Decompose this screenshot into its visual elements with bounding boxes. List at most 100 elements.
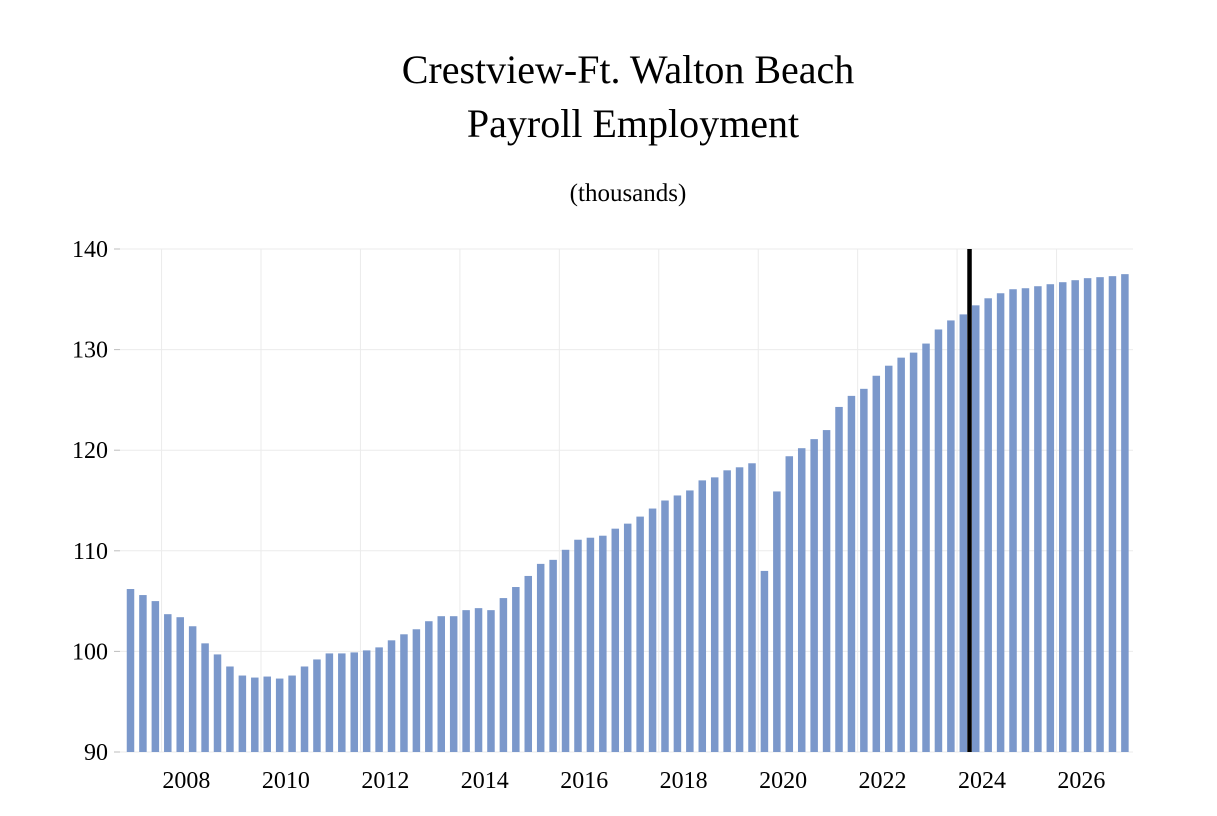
bar — [723, 470, 731, 752]
bar — [673, 495, 682, 752]
bar — [213, 654, 222, 752]
bar-series — [126, 274, 1129, 752]
bar — [847, 395, 856, 752]
bar — [984, 298, 992, 752]
bar — [1009, 289, 1017, 752]
bar — [1046, 284, 1055, 752]
bar — [897, 357, 905, 752]
x-tick-label: 2026 — [1057, 768, 1105, 794]
bar — [238, 675, 247, 752]
bar — [487, 610, 495, 752]
bar — [661, 500, 669, 752]
bar — [263, 676, 271, 752]
bar — [164, 614, 172, 752]
bar — [785, 456, 794, 752]
bar — [860, 388, 868, 752]
bar — [226, 666, 234, 752]
bar — [735, 467, 744, 752]
x-tick-label: 2018 — [660, 768, 708, 794]
bar — [126, 589, 135, 752]
bar — [599, 535, 607, 752]
bar — [350, 652, 358, 752]
bar — [922, 343, 930, 752]
bar — [176, 617, 184, 752]
x-tick-label: 2008 — [162, 768, 210, 794]
bar — [959, 314, 968, 752]
bar — [412, 629, 421, 752]
bar — [325, 653, 334, 752]
bar — [362, 650, 371, 752]
bar — [773, 491, 781, 752]
bar — [748, 463, 756, 752]
bar — [586, 537, 595, 752]
bar — [499, 598, 508, 752]
y-tick-label: 100 — [72, 639, 108, 665]
bar — [710, 477, 719, 752]
bar — [797, 448, 806, 752]
bar — [338, 653, 346, 752]
bar — [151, 601, 160, 752]
bar — [512, 587, 520, 752]
bar — [1071, 280, 1079, 752]
bar — [996, 293, 1005, 752]
bar — [686, 490, 694, 752]
x-tick-label: 2022 — [859, 768, 907, 794]
bar — [822, 430, 831, 752]
bar — [549, 559, 557, 752]
bar — [139, 595, 147, 752]
bar — [462, 610, 470, 752]
bar — [760, 570, 769, 752]
x-tick-label: 2024 — [958, 768, 1006, 794]
bar — [1034, 286, 1042, 752]
y-tick-label: 90 — [84, 740, 108, 766]
bar — [275, 678, 284, 752]
bar — [1083, 278, 1092, 752]
bar — [524, 575, 533, 752]
bar — [623, 523, 632, 752]
bar — [835, 406, 843, 752]
bar — [251, 677, 259, 752]
bar — [474, 608, 483, 752]
bar — [574, 539, 582, 752]
y-tick-label: 130 — [72, 338, 108, 364]
bar — [1096, 277, 1104, 752]
y-tick-label: 140 — [72, 237, 108, 263]
bar — [1021, 288, 1030, 752]
bar — [313, 659, 321, 752]
chart-title-line-1: Crestview-Ft. Walton Beach — [402, 47, 855, 92]
bar — [188, 626, 197, 752]
bar — [437, 616, 445, 752]
x-tick-label: 2020 — [759, 768, 807, 794]
bar — [536, 563, 545, 752]
x-tick-label: 2014 — [461, 768, 509, 794]
grid-lines — [120, 248, 1133, 753]
x-tick-label: 2012 — [361, 768, 409, 794]
bar — [810, 439, 818, 752]
bar — [909, 352, 918, 752]
bar — [201, 643, 209, 752]
bar — [648, 508, 657, 752]
bar — [449, 616, 458, 752]
y-axis: 90 100 110 120 130 140 — [72, 237, 120, 766]
bar — [934, 329, 943, 752]
bar — [1108, 276, 1117, 752]
bar — [1121, 274, 1129, 752]
y-tick-label: 110 — [73, 539, 108, 565]
x-tick-label: 2016 — [560, 768, 608, 794]
chart-title-line-2: Payroll Employment — [467, 101, 799, 146]
chart-subtitle: (thousands) — [570, 180, 687, 207]
x-tick-label: 2010 — [262, 768, 310, 794]
bar — [288, 675, 296, 752]
bar — [947, 320, 955, 752]
bar — [300, 666, 309, 752]
bar — [884, 365, 893, 752]
bar — [425, 621, 433, 752]
bar — [611, 528, 620, 752]
bar — [872, 375, 881, 752]
bar — [375, 647, 383, 752]
y-tick-label: 120 — [72, 438, 108, 464]
bar — [387, 640, 396, 752]
x-axis: 2008 2010 2012 2014 2016 2018 2020 2022 2024 2026 — [162, 768, 1105, 794]
bar — [698, 480, 707, 752]
bar — [1059, 282, 1067, 752]
